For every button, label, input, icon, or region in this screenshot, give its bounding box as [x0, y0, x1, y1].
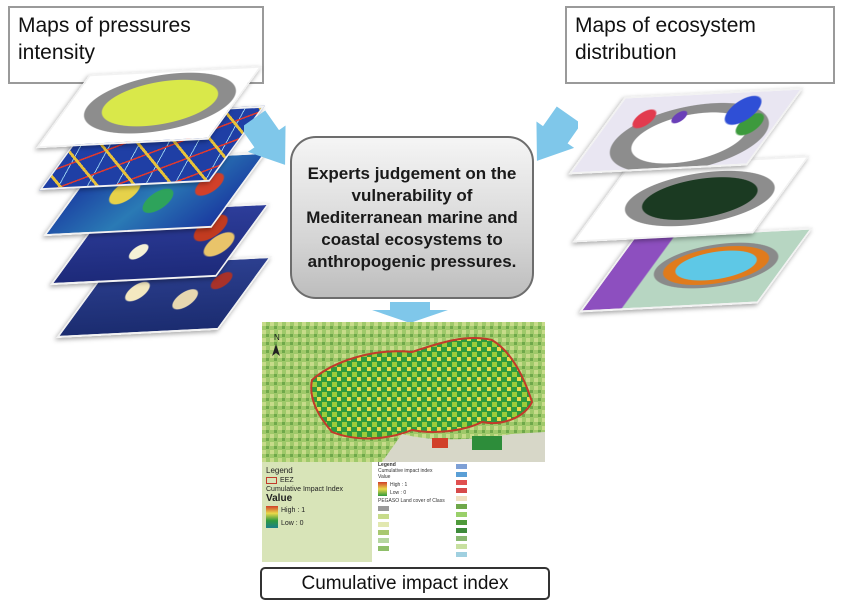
pressures-maps-title-text: Maps of pressures intensity [18, 14, 191, 64]
legend-right-title: Legend [378, 462, 396, 468]
legend-left-gradient-icon [266, 506, 278, 528]
ecosystem-maps-title: Maps of ecosystem distribution [565, 6, 835, 84]
legend-right-value-label: Value [378, 474, 391, 480]
legend-right-swatches-left [378, 506, 450, 551]
legend-left-eez-row: EEZ [266, 477, 368, 484]
cumulative-impact-index-label: Cumulative impact index [301, 573, 509, 594]
arrow-down-to-result-icon [372, 302, 448, 323]
legend-right-index-label: Cumulative impact index [378, 468, 433, 474]
legend-right-landcover-label: PEGASO Land cover of Class [378, 498, 445, 504]
ecosystem-maps-title-text: Maps of ecosystem distribution [575, 14, 756, 64]
legend-right-swatches-right [456, 462, 467, 557]
legend-left-panel: Legend EEZ Cumulative Impact Index Value… [262, 462, 372, 562]
arrow-from-ecosystems-icon [536, 106, 578, 161]
cumulative-impact-map-graphic: N [262, 322, 545, 462]
north-arrow-label: N [274, 333, 280, 342]
legend-left-title: Legend [266, 466, 293, 475]
cumulative-impact-map: N [262, 322, 545, 462]
north-arrow-icon [272, 344, 280, 356]
cumulative-impact-index-box: Cumulative impact index [260, 567, 550, 600]
arrow-from-pressures-icon [244, 110, 286, 165]
legend-left-value-label: Value [266, 493, 293, 504]
legend-right-high-label: High : 1 [390, 482, 408, 488]
legend-right-low-label: Low : 0 [390, 490, 407, 496]
legend-left-eez-label: EEZ [280, 477, 294, 484]
legend-left-gradient-row: High : 1 Low : 0 [266, 506, 368, 528]
legend-right-gradient-icon [378, 482, 387, 496]
eez-swatch-icon [266, 477, 277, 484]
legend-right-gradient-row: High : 1 Low : 0 [378, 482, 450, 496]
legend-left-index-label: Cumulative Impact Index [266, 486, 344, 493]
pressures-maps-title: Maps of pressures intensity [8, 6, 264, 84]
legend-right-panel: Legend Cumulative impact index Value Hig… [378, 462, 546, 566]
legend-left-high-label: High : 1 [281, 507, 306, 514]
experts-judgement-box: Experts judgement on the vulnerability o… [290, 136, 534, 299]
legend-left-low-label: Low : 0 [281, 520, 304, 527]
experts-judgement-text: Experts judgement on the vulnerability o… [306, 163, 518, 271]
